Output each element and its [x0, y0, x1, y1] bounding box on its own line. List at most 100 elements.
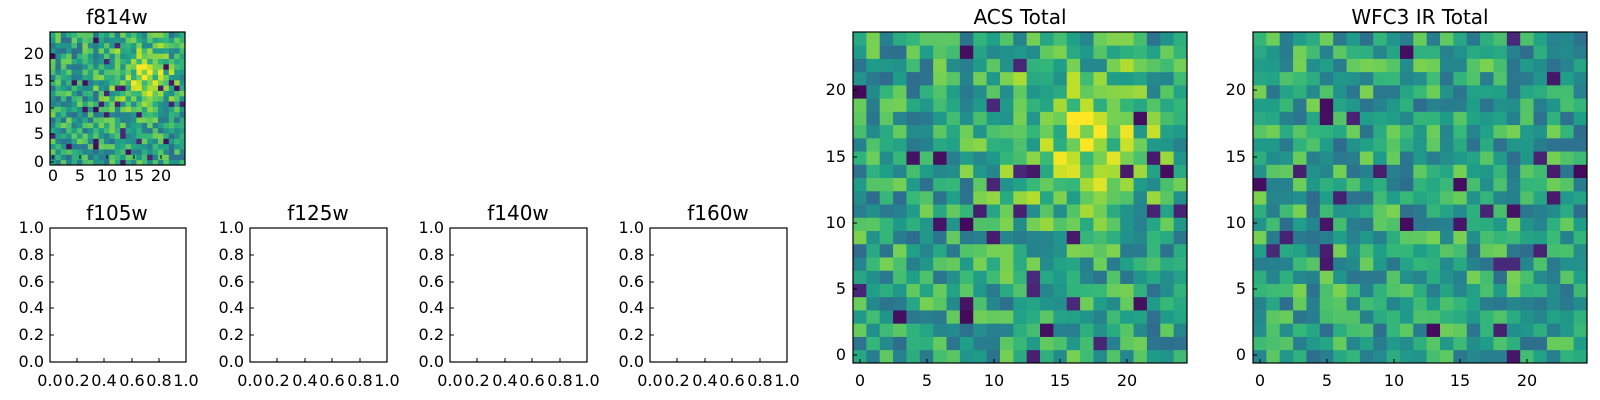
- heatmap-cell: [1306, 323, 1321, 337]
- heatmap-cell: [1293, 98, 1307, 112]
- heatmap-cell: [152, 85, 159, 91]
- x-tick-label: 0.6: [519, 371, 544, 390]
- heatmap-cell: [71, 106, 78, 113]
- heatmap-cell: [1359, 190, 1374, 205]
- heatmap-cell: [55, 127, 62, 134]
- heatmap-cell: [1440, 270, 1454, 284]
- y-tick-label: 0.8: [219, 245, 244, 264]
- heatmap-cell: [1426, 257, 1441, 271]
- heatmap-cell: [1493, 164, 1508, 179]
- heatmap-cell: [1466, 151, 1481, 165]
- y-tick-label: 0.4: [619, 298, 644, 317]
- heatmap-cell: [879, 98, 894, 112]
- heatmap-cell: [1573, 270, 1588, 284]
- heatmap-cell: [1373, 98, 1387, 112]
- heatmap-cell: [66, 122, 72, 129]
- y-ticks: 0 5 10 15 20: [24, 44, 54, 171]
- heatmap-cell: [1013, 84, 1028, 99]
- heatmap-cell: [1013, 32, 1028, 46]
- heatmap-cell: [1346, 177, 1361, 192]
- heatmap-cell: [1493, 84, 1508, 99]
- heatmap-cell: [1146, 164, 1161, 179]
- heatmap-cell: [893, 98, 907, 112]
- heatmap-cell: [1506, 71, 1521, 86]
- heatmap-cell: [1120, 111, 1134, 126]
- heatmap-cell: [1373, 336, 1387, 351]
- heatmap-cell: [98, 154, 105, 161]
- heatmap-cell: [163, 154, 170, 161]
- heatmap-cell: [82, 37, 89, 44]
- heatmap-cell: [853, 137, 867, 152]
- heatmap-cell: [1253, 349, 1267, 364]
- heatmap-cell: [1333, 111, 1347, 126]
- heatmap-cell: [1080, 310, 1094, 324]
- heatmap-cell: [131, 117, 137, 123]
- heatmap-cell: [163, 159, 170, 166]
- heatmap-cell: [114, 58, 121, 65]
- heatmap-cell: [1506, 323, 1521, 337]
- y-tick-label: 1.0: [219, 218, 244, 237]
- heatmap-cell: [906, 137, 921, 152]
- heatmap-cell: [77, 79, 83, 86]
- heatmap-cell: [87, 37, 94, 44]
- heatmap-cell: [1359, 84, 1374, 99]
- heatmap-cell: [147, 85, 153, 91]
- heatmap-cell: [109, 53, 116, 59]
- heatmap-cell: [1160, 84, 1175, 99]
- heatmap-cell: [906, 217, 921, 231]
- heatmap-cell: [87, 47, 94, 54]
- heatmap-cell: [1053, 283, 1068, 298]
- heatmap-cell: [1440, 323, 1454, 337]
- heatmap-cell: [1040, 58, 1054, 73]
- heatmap-cell: [71, 58, 78, 65]
- heatmap-cell: [1120, 230, 1134, 245]
- heatmap-cell: [158, 133, 164, 139]
- heatmap-cell: [1133, 84, 1148, 99]
- heatmap-cell: [174, 138, 180, 145]
- heatmap-cell: [853, 111, 867, 126]
- x-tick-label: 0.0: [37, 371, 62, 390]
- heatmap-cell: [1106, 190, 1121, 205]
- heatmap-cell: [999, 124, 1014, 139]
- heatmap-cell: [1133, 58, 1148, 73]
- heatmap-cell: [1013, 336, 1028, 351]
- heatmap-cell: [1493, 137, 1508, 152]
- heatmap-cell: [1560, 283, 1575, 298]
- heatmap-cell: [1026, 270, 1041, 284]
- heatmap-cell: [1386, 257, 1401, 271]
- heatmap-cell: [1106, 71, 1121, 86]
- heatmap-cell: [1520, 151, 1534, 165]
- heatmap-cell: [104, 106, 110, 113]
- heatmap-cell: [1013, 257, 1028, 271]
- heatmap-cell: [93, 42, 99, 49]
- heatmap-cell: [87, 90, 94, 97]
- heatmap-cell: [114, 133, 121, 139]
- heatmap-cell: [1440, 230, 1454, 245]
- heatmap-cell: [946, 323, 961, 337]
- heatmap-cell: [1106, 349, 1121, 364]
- heatmap-cell: [1546, 270, 1561, 284]
- heatmap-cell: [1120, 58, 1134, 73]
- heatmap-cell: [1373, 111, 1387, 126]
- heatmap-cell: [1253, 32, 1267, 46]
- heatmap-cell: [879, 45, 894, 59]
- heatmap-cell: [1453, 310, 1468, 324]
- heatmap-cell: [104, 53, 110, 59]
- heatmap-cell: [66, 159, 72, 166]
- heatmap-cell: [1453, 257, 1468, 271]
- heatmap-cell: [866, 124, 881, 139]
- heatmap-cell: [1066, 151, 1081, 165]
- heatmap-cell: [158, 127, 164, 134]
- heatmap-cell: [82, 101, 89, 107]
- heatmap-cell: [163, 74, 170, 81]
- heatmap-cell: [1386, 137, 1401, 152]
- heatmap-cell: [999, 45, 1014, 59]
- heatmap-cell: [893, 323, 907, 337]
- heatmap-cell: [999, 323, 1014, 337]
- heatmap-cell: [1413, 84, 1428, 99]
- heatmap-cell: [147, 117, 153, 123]
- heatmap-cell: [919, 283, 934, 298]
- heatmap-cell: [1426, 349, 1441, 364]
- heatmap-cell: [179, 138, 186, 145]
- heatmap-cell: [1359, 310, 1374, 324]
